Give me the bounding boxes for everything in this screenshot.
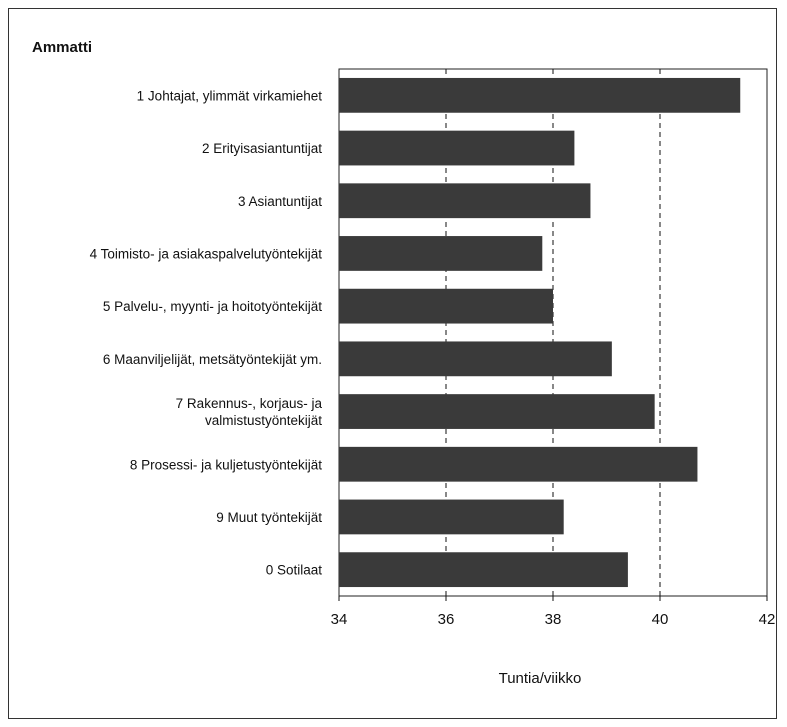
bar [339, 288, 553, 324]
bar [339, 77, 741, 113]
category-label: 5 Palvelu-, myynti- ja hoitotyöntekijät [103, 299, 322, 314]
x-axis-ticks: 34 36 38 40 42 [331, 596, 776, 628]
bar [339, 499, 564, 535]
bar [339, 236, 543, 271]
tick-label: 42 [759, 611, 776, 628]
category-label: 8 Prosessi- ja kuljetustyöntekijät [130, 457, 322, 472]
bar [339, 552, 628, 588]
category-labels: 1 Johtajat, ylimmät virkamiehet 2 Erityis… [90, 88, 323, 577]
category-label: 4 Toimisto- ja asiakaspalvelutyöntekijät [90, 246, 323, 261]
category-label: 3 Asiantuntijat [238, 194, 322, 209]
tick-label: 38 [545, 611, 562, 628]
chart-heading: Ammatti [32, 39, 92, 56]
bar [339, 394, 655, 429]
category-label: 7 Rakennus-, korjaus- ja valmistustyöntek… [176, 396, 323, 428]
category-label: 6 Maanviljelijät, metsätyöntekijät ym. [103, 352, 322, 367]
bar [339, 130, 575, 166]
x-axis-label: Tuntia/viikko [499, 670, 582, 687]
category-label: 2 Erityisasiantuntijat [202, 141, 322, 156]
tick-label: 34 [331, 611, 348, 628]
category-label: 1 Johtajat, ylimmät virkamiehet [137, 88, 323, 103]
bar [339, 183, 591, 219]
tick-label: 40 [652, 611, 669, 628]
bar [339, 446, 698, 482]
bars-group [339, 77, 741, 588]
category-label: 0 Sotilaat [266, 563, 323, 578]
gridlines [445, 69, 661, 596]
tick-label: 36 [438, 611, 455, 628]
category-label: 9 Muut työntekijät [216, 510, 322, 525]
bar [339, 341, 612, 377]
